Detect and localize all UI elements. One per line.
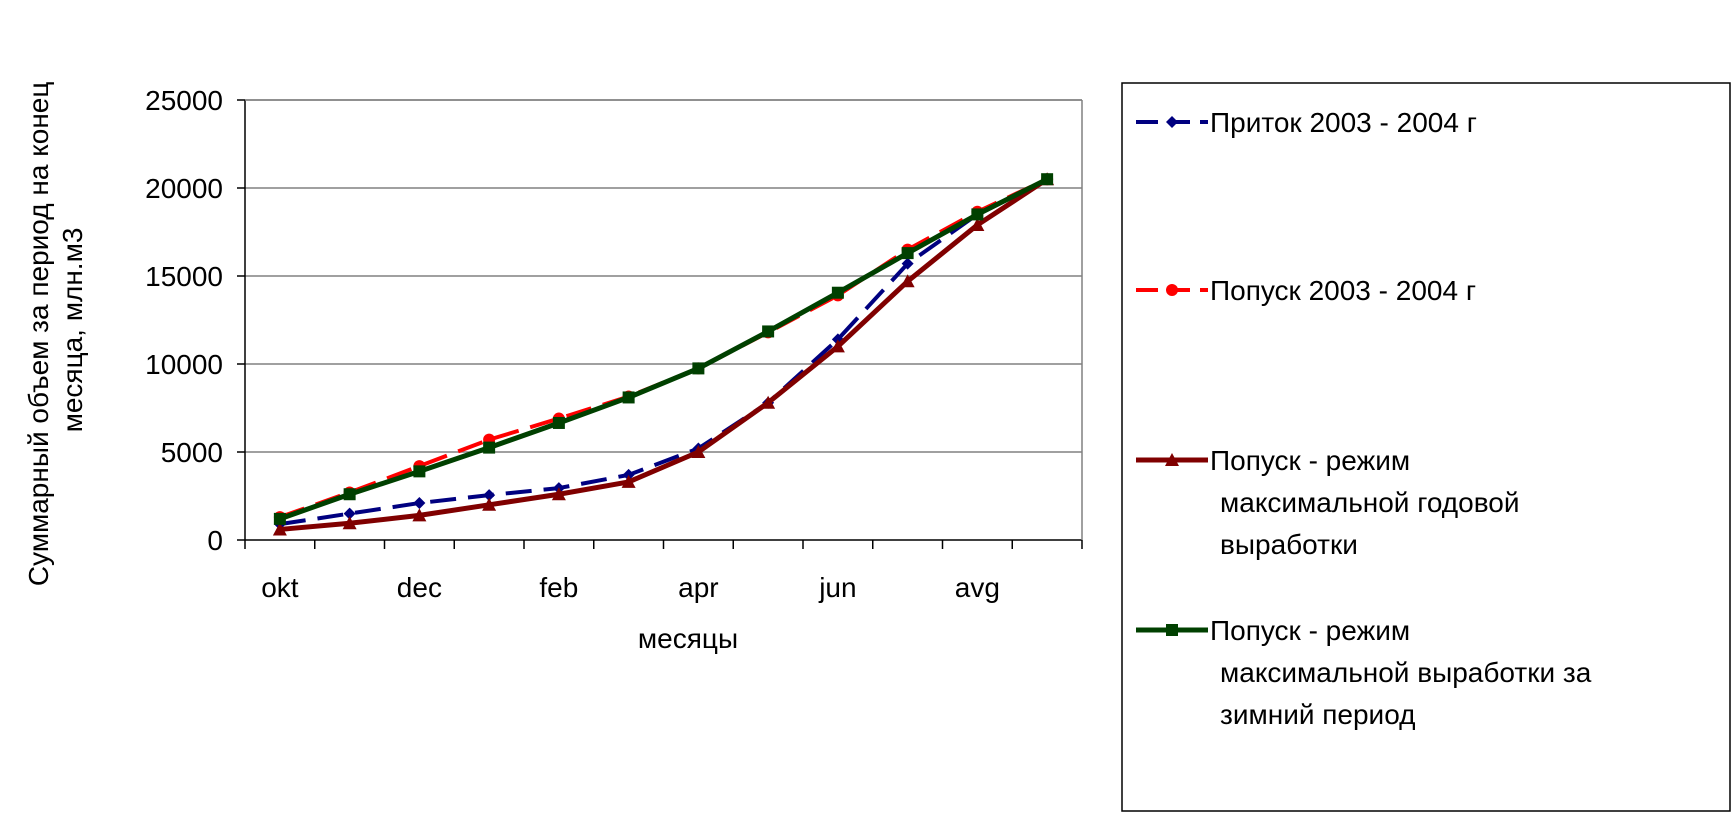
data-point-triangle xyxy=(412,508,427,522)
data-point-square xyxy=(1041,173,1054,186)
data-point-triangle xyxy=(691,445,706,458)
data-point-diamond xyxy=(483,489,496,502)
series-line xyxy=(279,176,1049,522)
x-axis-title: месяцы xyxy=(638,623,738,654)
data-point-square xyxy=(692,362,705,375)
series-line xyxy=(279,177,1048,520)
series-line xyxy=(279,177,1049,527)
series-4 xyxy=(273,173,1054,525)
legend-label-line: Попуск 2003 - 2004 г xyxy=(1210,275,1476,306)
data-point-diamond xyxy=(343,507,356,520)
legend-label-line: максимальной годовой xyxy=(1220,487,1519,518)
x-tick-label: feb xyxy=(539,572,578,603)
data-point-triangle xyxy=(761,395,776,409)
y-tick-label: 5000 xyxy=(161,437,223,468)
data-point-diamond xyxy=(1166,116,1178,128)
data-point-square xyxy=(622,391,635,404)
data-point-triangle xyxy=(272,522,287,536)
legend-label-line: максимальной выработки за xyxy=(1220,657,1592,688)
plot-area xyxy=(244,99,1083,541)
legend-label-line: Приток 2003 - 2004 г xyxy=(1210,107,1477,138)
y-axis-title: Суммарный объем за период на конец месяц… xyxy=(23,74,88,586)
series-2 xyxy=(273,173,1054,524)
x-tick-label: dec xyxy=(397,572,442,603)
data-point-triangle xyxy=(342,516,357,530)
legend-label-line: выработки xyxy=(1220,529,1358,560)
data-point-square xyxy=(901,247,914,260)
data-point-square xyxy=(413,465,426,478)
data-point-triangle xyxy=(1165,453,1179,466)
y-tick-label: 20000 xyxy=(145,173,223,204)
legend-entry-4: Попуск - режим максимальной выработки за з… xyxy=(1136,615,1592,730)
legend-label-line: Попуск - режим xyxy=(1210,445,1410,476)
gridlines xyxy=(245,99,1082,453)
y-tick-label: 25000 xyxy=(145,85,223,116)
x-axis-ticks: okt dec feb apr jun avg xyxy=(244,540,1083,603)
y-axis-title-line-1: Суммарный объем за период на конец xyxy=(23,82,54,587)
data-point-circle xyxy=(1166,284,1178,296)
y-tick-label: 15000 xyxy=(145,261,223,292)
y-axis-ticks: 0 5000 10000 15000 20000 25000 xyxy=(145,85,245,556)
data-point-triangle xyxy=(551,487,566,501)
data-point-square xyxy=(831,286,844,299)
legend-entry-1: Приток 2003 - 2004 г xyxy=(1136,107,1477,138)
x-tick-label: avg xyxy=(955,572,1000,603)
data-point-triangle xyxy=(830,339,845,353)
data-point-square xyxy=(552,416,565,429)
data-point-diamond xyxy=(622,468,635,481)
series-line xyxy=(279,177,1049,532)
data-point-diamond xyxy=(413,497,426,510)
data-point-square xyxy=(483,441,496,454)
data-point-triangle xyxy=(900,274,915,288)
data-point-square xyxy=(1166,624,1178,636)
data-point-square xyxy=(762,325,775,338)
series-layer xyxy=(272,172,1055,536)
legend-box xyxy=(1121,82,1731,812)
legend: Приток 2003 - 2004 г Попуск 2003 - 2004 г… xyxy=(1121,82,1731,812)
x-tick-label: jun xyxy=(818,572,856,603)
data-point-triangle xyxy=(482,497,497,511)
data-point-square xyxy=(971,208,984,221)
series-3 xyxy=(272,172,1055,536)
legend-label-line: зимний период xyxy=(1220,699,1416,730)
x-tick-label: apr xyxy=(678,572,718,603)
legend-entry-3: Попуск - режим максимальной годовой вырабо… xyxy=(1136,445,1519,560)
data-point-triangle xyxy=(970,217,985,231)
data-point-diamond xyxy=(901,257,914,270)
y-tick-label: 10000 xyxy=(145,349,223,380)
y-tick-label: 0 xyxy=(207,525,223,556)
legend-entry-2: Попуск 2003 - 2004 г xyxy=(1136,275,1476,306)
y-axis-title-line-2: месяца, млн.м3 xyxy=(57,228,88,433)
data-point-triangle xyxy=(621,474,636,488)
data-point-square xyxy=(343,488,356,501)
legend-label-line: Попуск - режим xyxy=(1210,615,1410,646)
data-point-square xyxy=(273,512,286,525)
x-tick-label: okt xyxy=(261,572,299,603)
